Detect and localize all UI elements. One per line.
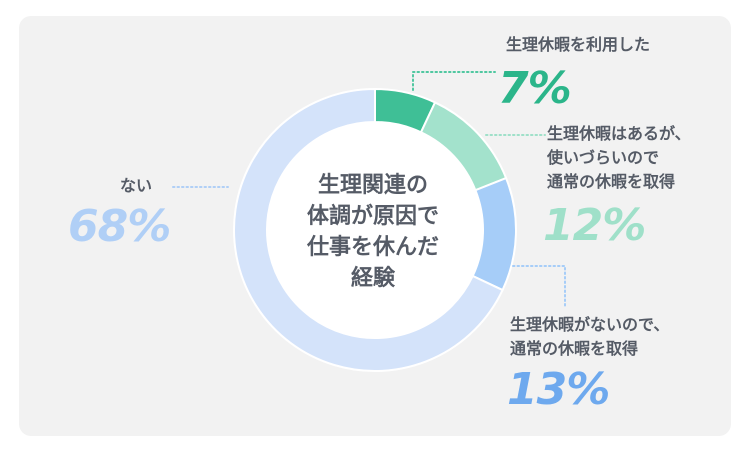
pct-none: 68% <box>68 201 171 252</box>
pct-hard-to-use: 12% <box>543 200 646 251</box>
leader-used-leave <box>412 71 496 91</box>
donut-hole <box>267 122 483 338</box>
pct-used-leave: 7% <box>498 63 572 114</box>
label-no-leave: 生理休暇がないので、 通常の休暇を取得 <box>510 315 670 358</box>
leader-no-leave <box>512 265 566 308</box>
label-used-leave: 生理休暇を利用した <box>506 35 651 54</box>
chart-title: 生理関連の 体調が原因で 仕事を休んだ 経験 <box>306 173 439 291</box>
pct-no-leave: 13% <box>507 364 610 415</box>
label-hard-to-use: 生理休暇はあるが、 使いづらいので 通常の休暇を取得 <box>547 124 691 191</box>
label-none: ない <box>120 176 153 195</box>
